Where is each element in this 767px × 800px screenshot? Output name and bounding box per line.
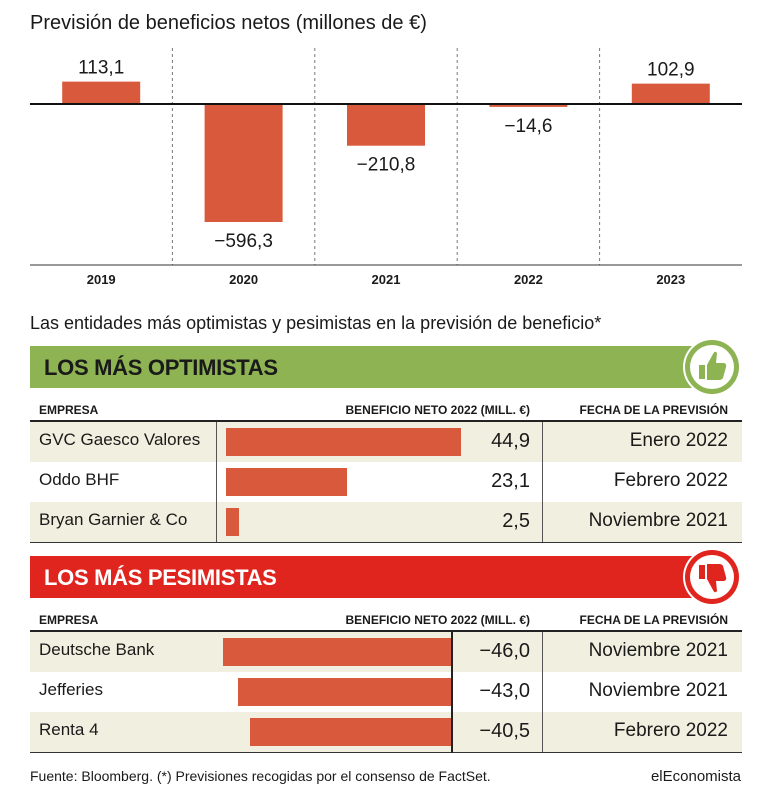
bar-2021	[347, 104, 425, 146]
bar-2020	[204, 104, 283, 222]
company-name: Oddo BHF	[39, 470, 120, 489]
forecast-date: Febrero 2022	[613, 470, 728, 491]
column-divider	[542, 632, 543, 752]
header-company: EMPRESA	[39, 613, 99, 627]
value-label-2020: −596,3	[214, 231, 273, 252]
profit-bar	[226, 508, 240, 536]
bar-2023	[631, 83, 710, 104]
pessimists-title: LOS MÁS PESIMISTAS	[44, 565, 277, 590]
profit-value: −43,0	[479, 680, 530, 702]
pessimists-table-header: EMPRESA BENEFICIO NETO 2022 (MILL. €) FE…	[30, 608, 742, 630]
company-name: Jefferies	[39, 680, 103, 699]
chart-title: Previsión de beneficios netos (millones …	[30, 12, 427, 34]
table-row: Bryan Garnier & Co 2,5 Noviembre 2021	[30, 502, 742, 542]
forecast-date: Febrero 2022	[613, 720, 728, 741]
profit-value: 44,9	[491, 430, 530, 452]
value-label-2021: −210,8	[357, 155, 416, 176]
profit-value: −40,5	[479, 720, 530, 742]
brand-logo: elEconomista	[650, 768, 741, 785]
company-name: Renta 4	[39, 720, 99, 739]
value-label-2019: 113,1	[78, 58, 124, 79]
forecast-date: Enero 2022	[629, 430, 728, 451]
header-date: FECHA DE LA PREVISIÓN	[579, 613, 728, 627]
annual-profit-chart: 113,1 2019 −596,3 2020 −210,8 2021 −14,6 2022 10…	[30, 48, 742, 287]
profit-bar	[250, 718, 451, 746]
pessimists-banner-bar	[30, 556, 700, 598]
forecast-date: Noviembre 2021	[588, 510, 728, 531]
profit-value: −46,0	[479, 640, 530, 662]
table-row: Oddo BHF 23,1 Febrero 2022	[30, 462, 742, 502]
header-value: BENEFICIO NETO 2022 (MILL. €)	[345, 403, 530, 417]
source-note: Fuente: Bloomberg. (*) Previsiones recog…	[30, 768, 491, 784]
forecast-date: Noviembre 2021	[588, 640, 728, 661]
pessimists-banner: LOS MÁS PESIMISTAS	[30, 548, 742, 606]
chart-bars	[62, 81, 710, 222]
profit-bar	[226, 428, 461, 456]
thumbs-up-icon	[683, 338, 741, 396]
zero-axis	[451, 630, 453, 753]
year-tick-2020: 2020	[229, 272, 258, 287]
header-company: EMPRESA	[39, 403, 99, 417]
bar-2019	[62, 81, 141, 104]
chart-labels: 113,1 2019 −596,3 2020 −210,8 2021 −14,6 2022 10…	[30, 58, 742, 287]
profit-bar	[223, 638, 451, 666]
year-tick-2019: 2019	[87, 272, 116, 287]
chart-grid	[30, 48, 742, 266]
company-name: Deutsche Bank	[39, 640, 155, 659]
thumbs-down-icon	[683, 548, 741, 606]
ranking-subtitle: Las entidades más optimistas y pesimista…	[30, 313, 602, 333]
table-row: Jefferies −43,0 Noviembre 2021	[30, 672, 742, 712]
year-tick-2023: 2023	[656, 272, 685, 287]
profit-value: 23,1	[491, 470, 530, 492]
table-row: Deutsche Bank −46,0 Noviembre 2021	[30, 632, 742, 672]
profit-value: 2,5	[502, 510, 530, 532]
bar-2022	[489, 104, 568, 107]
value-label-2022: −14,6	[504, 116, 552, 137]
year-tick-2022: 2022	[514, 272, 543, 287]
table-row: Renta 4 −40,5 Febrero 2022	[30, 712, 742, 752]
optimists-banner-bar	[30, 346, 700, 388]
table-row: GVC Gaesco Valores 44,9 Enero 2022	[30, 422, 742, 462]
value-label-2023: 102,9	[647, 60, 695, 81]
company-name: GVC Gaesco Valores	[39, 430, 201, 449]
optimists-banner: LOS MÁS OPTIMISTAS	[30, 338, 742, 396]
pessimists-table: Deutsche Bank −46,0 Noviembre 2021 Jeffe…	[30, 630, 742, 753]
header-value: BENEFICIO NETO 2022 (MILL. €)	[345, 613, 530, 627]
column-divider	[542, 422, 543, 542]
year-tick-2021: 2021	[372, 272, 401, 287]
column-divider	[216, 422, 217, 542]
company-name: Bryan Garnier & Co	[39, 510, 188, 529]
profit-bar	[237, 678, 451, 706]
profit-bar	[226, 468, 347, 496]
forecast-date: Noviembre 2021	[588, 680, 728, 701]
optimists-table-header: EMPRESA BENEFICIO NETO 2022 (MILL. €) FE…	[30, 398, 742, 420]
optimists-table: GVC Gaesco Valores 44,9 Enero 2022 Oddo …	[30, 420, 742, 543]
optimists-title: LOS MÁS OPTIMISTAS	[44, 355, 278, 380]
header-date: FECHA DE LA PREVISIÓN	[579, 403, 728, 417]
